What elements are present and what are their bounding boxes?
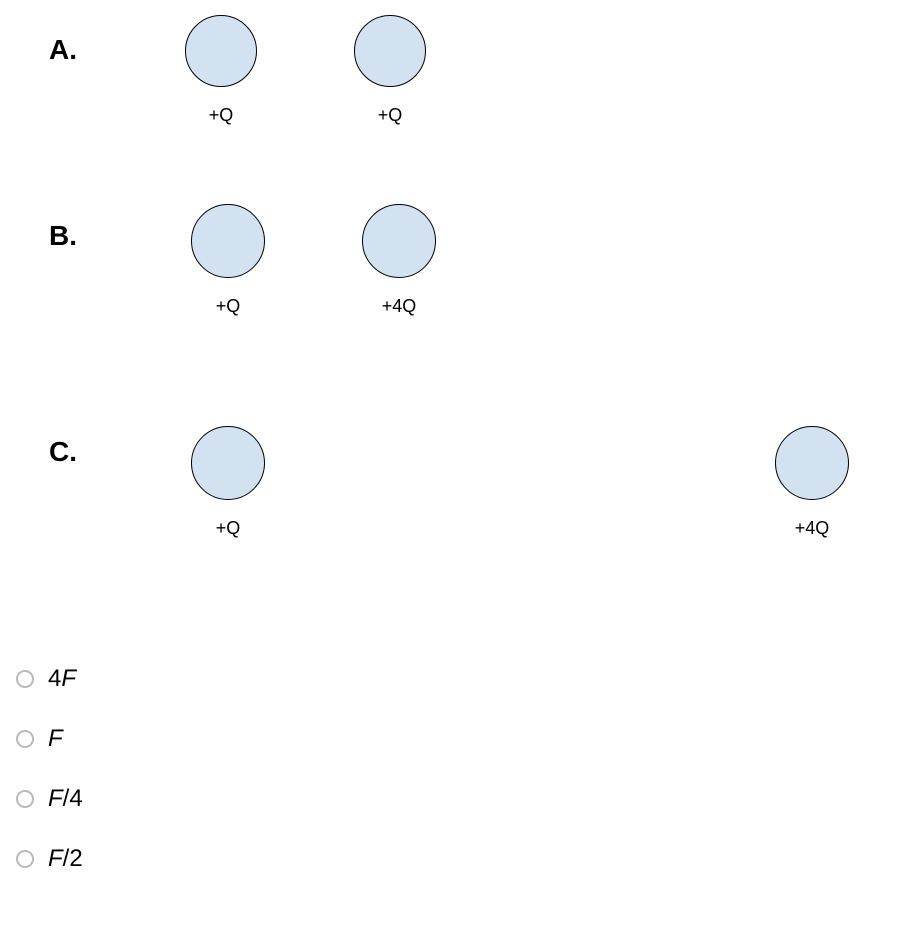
answer-option-label: F/2 bbox=[48, 845, 83, 873]
answer-options: 4F F F/4 F/2 bbox=[16, 665, 83, 905]
charge-a-1: +Q bbox=[354, 15, 426, 126]
row-label-b: B. bbox=[49, 220, 77, 252]
answer-option-1[interactable]: F bbox=[16, 725, 83, 753]
charge-circle-icon bbox=[191, 426, 265, 500]
charge-label: +4Q bbox=[362, 296, 436, 317]
charge-b-1: +4Q bbox=[362, 204, 436, 317]
answer-option-0[interactable]: 4F bbox=[16, 665, 83, 693]
answer-option-label: 4F bbox=[48, 665, 76, 693]
radio-icon[interactable] bbox=[16, 790, 34, 808]
answer-option-2[interactable]: F/4 bbox=[16, 785, 83, 813]
answer-option-3[interactable]: F/2 bbox=[16, 845, 83, 873]
row-label-c: C. bbox=[49, 436, 77, 468]
charge-circle-icon bbox=[191, 204, 265, 278]
charge-a-0: +Q bbox=[185, 15, 257, 126]
radio-icon[interactable] bbox=[16, 730, 34, 748]
charge-label: +Q bbox=[354, 105, 426, 126]
charge-c-0: +Q bbox=[191, 426, 265, 539]
charge-label: +Q bbox=[185, 105, 257, 126]
row-label-a: A. bbox=[49, 34, 77, 66]
charge-label: +4Q bbox=[775, 518, 849, 539]
answer-option-label: F/4 bbox=[48, 785, 83, 813]
charge-label: +Q bbox=[191, 296, 265, 317]
radio-icon[interactable] bbox=[16, 850, 34, 868]
answer-option-label: F bbox=[48, 725, 63, 753]
charge-circle-icon bbox=[354, 15, 426, 87]
charge-label: +Q bbox=[191, 518, 265, 539]
charge-b-0: +Q bbox=[191, 204, 265, 317]
charge-circle-icon bbox=[185, 15, 257, 87]
charge-circle-icon bbox=[775, 426, 849, 500]
charge-c-1: +4Q bbox=[775, 426, 849, 539]
charge-circle-icon bbox=[362, 204, 436, 278]
radio-icon[interactable] bbox=[16, 670, 34, 688]
